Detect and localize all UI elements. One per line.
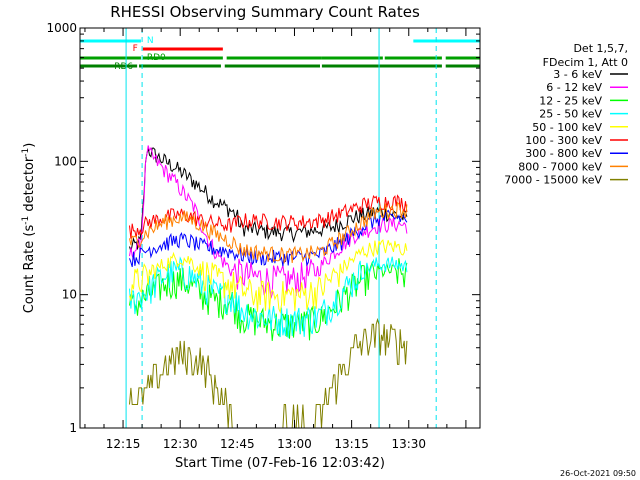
y-axis-label-end: ) [22,143,37,148]
x-tick-label: 12:15 [106,437,141,451]
legend-header-line-1: Det 1,5,7, [573,42,628,55]
chart-title: RHESSI Observing Summary Count Rates [110,3,420,21]
x-axis: 12:15 12:30 12:45 13:00 13:15 13:30 [84,28,467,451]
x-tick-label: 12:30 [163,437,198,451]
state-bar-label-rd0: RD0 [147,53,166,63]
y-axis-label-sup1: -1 [21,216,31,225]
series-line-0 [129,147,408,252]
series-layer [129,145,408,428]
x-axis-label: Start Time (07-Feb-16 12:03:42) [175,456,385,471]
legend-item-label: 3 - 6 keV [553,68,602,81]
y-tick-label: 10 [62,288,77,302]
legend-item-label: 6 - 12 keV [546,81,602,94]
legend-item-label: 100 - 300 keV [525,134,602,147]
legend-item-label: 300 - 800 keV [525,147,602,160]
series-line-8 [129,317,408,428]
x-tick-label: 13:30 [391,437,426,451]
footer-timestamp: 26-Oct-2021 09:50 [560,469,636,478]
x-tick-label: 12:45 [220,437,255,451]
y-axis-label: Count Rate (s-1 detector-1) [21,143,37,314]
legend-item-label: 800 - 7000 keV [518,160,602,173]
y-axis: 1 10 100 1000 [46,21,480,435]
series-line-4 [129,239,408,314]
legend-item-label: 25 - 50 keV [539,108,602,121]
state-bar-label-n: N [147,36,154,46]
series-line-3 [129,256,408,339]
legend-item-label: 50 - 100 keV [532,121,602,134]
legend-item-label: 7000 - 15000 keV [504,174,602,187]
series-line-5 [129,194,408,239]
y-tick-label: 100 [54,154,77,168]
y-axis-label-mid: detector [22,156,37,216]
x-tick-label: 13:15 [334,437,369,451]
legend-item-label: 12 - 25 keV [539,94,602,107]
plot-area: NF RD0 RD6 [80,28,480,428]
legend-header-line-2: FDecim 1, Att 0 [543,56,628,69]
plot-frame [79,27,481,429]
state-bars-layer: NF RD0 RD6 [80,36,480,72]
y-axis-label-sup2: -1 [21,148,31,157]
state-bar-label-rd6: RD6 [114,62,133,72]
series-line-7 [129,201,408,265]
state-bar-label-f: F [133,44,138,54]
y-axis-label-main: Count Rate (s [22,225,37,314]
series-line-6 [129,209,408,268]
y-tick-label: 1 [69,421,77,435]
y-tick-label: 1000 [46,21,77,35]
x-tick-label: 13:00 [277,437,312,451]
vertical-markers-layer [125,28,437,428]
